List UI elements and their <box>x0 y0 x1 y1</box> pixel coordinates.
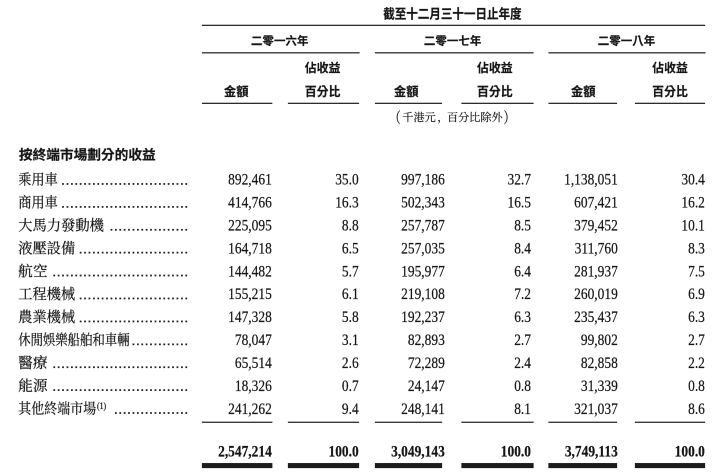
svg-text:502,343: 502,343 <box>401 195 445 212</box>
svg-text:892,461: 892,461 <box>228 172 272 189</box>
svg-text:8.6: 8.6 <box>688 401 705 418</box>
svg-text:65,514: 65,514 <box>235 355 272 372</box>
svg-text:8.4: 8.4 <box>514 240 531 257</box>
svg-text:5.7: 5.7 <box>342 263 359 280</box>
svg-text:5.8: 5.8 <box>342 309 359 326</box>
svg-text:1,138,051: 1,138,051 <box>564 172 618 189</box>
svg-text:0.8: 0.8 <box>688 378 705 395</box>
svg-text:100.0: 100.0 <box>501 444 531 461</box>
svg-text:72,289: 72,289 <box>408 355 445 372</box>
svg-text:2.2: 2.2 <box>688 355 705 372</box>
svg-text:16.3: 16.3 <box>335 195 358 212</box>
svg-text:6.9: 6.9 <box>688 286 705 303</box>
svg-text:100.0: 100.0 <box>328 444 358 461</box>
svg-text:78,047: 78,047 <box>235 332 272 349</box>
svg-text:31,339: 31,339 <box>581 378 618 395</box>
svg-text:260,019: 260,019 <box>574 286 618 303</box>
svg-text:241,262: 241,262 <box>228 401 272 418</box>
svg-text:195,977: 195,977 <box>401 263 445 280</box>
svg-text:6.5: 6.5 <box>342 240 359 257</box>
svg-text:35.0: 35.0 <box>335 172 358 189</box>
svg-text:6.4: 6.4 <box>514 263 531 280</box>
svg-text:3,049,143: 3,049,143 <box>391 444 445 461</box>
svg-text:7.5: 7.5 <box>688 263 705 280</box>
svg-text:2.4: 2.4 <box>514 355 531 372</box>
svg-text:0.8: 0.8 <box>514 378 531 395</box>
svg-text:6.3: 6.3 <box>688 309 705 326</box>
svg-text:16.2: 16.2 <box>681 195 704 212</box>
svg-text:30.4: 30.4 <box>681 172 705 189</box>
svg-text:24,147: 24,147 <box>408 378 445 395</box>
svg-text:321,037: 321,037 <box>574 401 618 418</box>
svg-text:82,858: 82,858 <box>581 355 618 372</box>
svg-text:8.5: 8.5 <box>514 218 531 235</box>
svg-text:6.3: 6.3 <box>514 309 531 326</box>
svg-text:144,482: 144,482 <box>228 263 272 280</box>
svg-text:7.2: 7.2 <box>514 286 531 303</box>
svg-text:99,802: 99,802 <box>581 332 618 349</box>
svg-text:225,095: 225,095 <box>228 218 272 235</box>
svg-text:100.0: 100.0 <box>675 444 705 461</box>
svg-text:9.4: 9.4 <box>342 401 359 418</box>
svg-text:379,452: 379,452 <box>574 218 618 235</box>
svg-text:2,547,214: 2,547,214 <box>218 444 272 461</box>
svg-text:3,749,113: 3,749,113 <box>565 444 618 461</box>
svg-text:2.7: 2.7 <box>688 332 705 349</box>
svg-text:8.1: 8.1 <box>514 401 531 418</box>
svg-text:(1): (1) <box>97 401 106 412</box>
svg-text:16.5: 16.5 <box>508 195 531 212</box>
svg-text:82,893: 82,893 <box>408 332 445 349</box>
svg-text:155,215: 155,215 <box>228 286 272 303</box>
svg-text:164,718: 164,718 <box>228 240 272 257</box>
svg-text:414,766: 414,766 <box>228 195 272 212</box>
svg-text:192,237: 192,237 <box>401 309 445 326</box>
svg-text:18,326: 18,326 <box>235 378 272 395</box>
svg-text:248,141: 248,141 <box>401 401 445 418</box>
svg-text:2.6: 2.6 <box>342 355 359 372</box>
svg-text:8.8: 8.8 <box>342 218 359 235</box>
svg-text:219,108: 219,108 <box>401 286 445 303</box>
svg-text:147,328: 147,328 <box>228 309 272 326</box>
svg-text:257,787: 257,787 <box>401 218 445 235</box>
svg-text:8.3: 8.3 <box>688 240 705 257</box>
svg-text:6.1: 6.1 <box>342 286 359 303</box>
svg-text:257,035: 257,035 <box>401 240 445 257</box>
svg-text:235,437: 235,437 <box>574 309 618 326</box>
svg-text:32.7: 32.7 <box>508 172 531 189</box>
svg-text:3.1: 3.1 <box>342 332 359 349</box>
svg-text:997,186: 997,186 <box>401 172 445 189</box>
svg-text:10.1: 10.1 <box>681 218 704 235</box>
svg-text:311,760: 311,760 <box>575 240 618 257</box>
svg-text:607,421: 607,421 <box>574 195 618 212</box>
svg-text:0.7: 0.7 <box>342 378 359 395</box>
svg-text:281,937: 281,937 <box>574 263 618 280</box>
svg-text:2.7: 2.7 <box>514 332 531 349</box>
